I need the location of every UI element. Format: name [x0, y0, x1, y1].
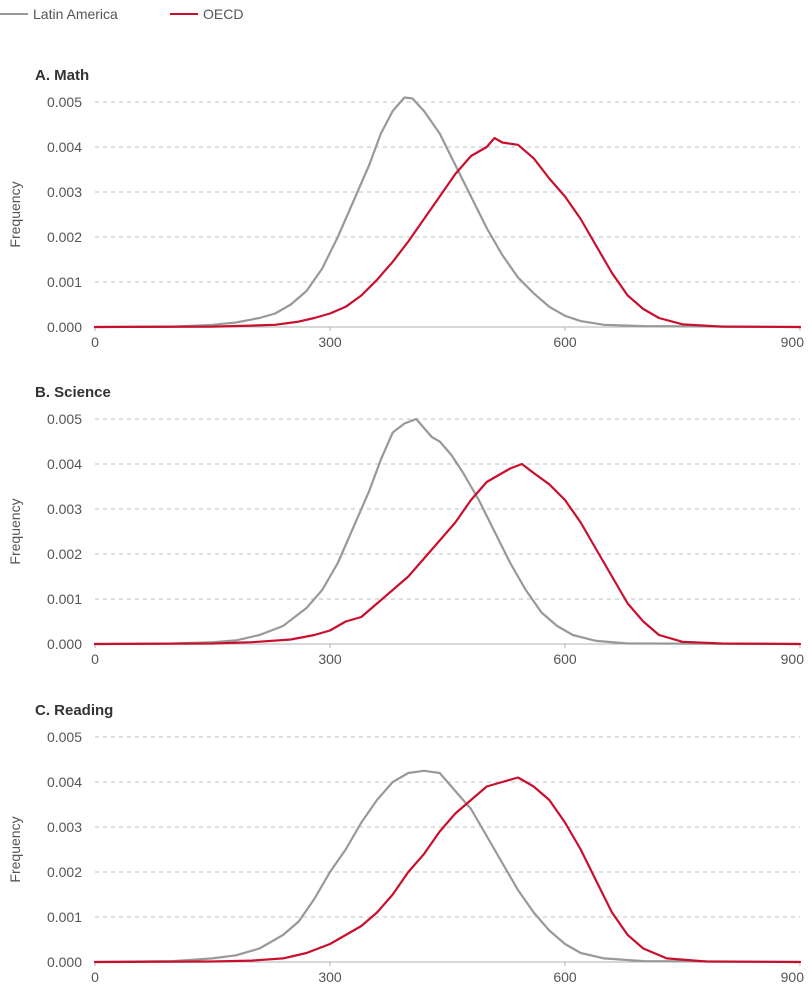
legend-label-oecd: OECD: [203, 6, 244, 22]
y-tick-label: 0.001: [47, 591, 82, 607]
y-tick-label: 0.003: [47, 501, 82, 517]
x-tick-label: 600: [553, 969, 577, 985]
chart-panel-a-math: A. Math 0.000 0.001 0.002 0.003 0.004 0.005 0 30…: [7, 67, 804, 350]
x-tick-label: 0: [91, 334, 99, 350]
x-tick-label: 900: [781, 969, 805, 985]
y-axis-label: Frequency: [7, 816, 23, 882]
y-tick-label: 0.001: [47, 909, 82, 925]
x-tick-label: 300: [318, 651, 342, 667]
y-tick-label: 0.002: [47, 546, 82, 562]
y-tick-label: 0.004: [47, 456, 82, 472]
x-tick-label: 300: [318, 334, 342, 350]
chart-title: C. Reading: [35, 702, 113, 719]
series-line-oecd: [93, 462, 802, 646]
y-tick-label: 0.003: [47, 184, 82, 200]
x-tick-label: 600: [553, 334, 577, 350]
series-line-oecd: [93, 776, 802, 964]
x-tick-label: 900: [781, 651, 805, 667]
x-tick-label: 900: [781, 334, 805, 350]
series-line-latin-america: [93, 96, 802, 329]
chart-title: B. Science: [35, 384, 111, 401]
y-tick-label: 0.005: [47, 729, 82, 745]
y-tick-label: 0.005: [47, 411, 82, 427]
x-tick-label: 0: [91, 651, 99, 667]
y-tick-label: 0.003: [47, 819, 82, 835]
y-tick-label: 0.004: [47, 139, 82, 155]
y-axis-label: Frequency: [7, 498, 23, 564]
chart-title: A. Math: [35, 67, 89, 84]
series-line-latin-america: [93, 417, 802, 646]
y-axis-label: Frequency: [7, 181, 23, 247]
legend-swatch-oecd: [170, 13, 198, 15]
y-tick-label: 0.002: [47, 864, 82, 880]
x-tick-label: 600: [553, 651, 577, 667]
y-tick-label: 0.000: [47, 319, 82, 335]
legend-label-latin-america: Latin America: [33, 6, 118, 22]
x-tick-label: 0: [91, 969, 99, 985]
series-line-oecd: [93, 136, 802, 329]
legend-item-latin-america: Latin America: [0, 6, 118, 22]
y-tick-label: 0.004: [47, 774, 82, 790]
y-tick-label: 0.000: [47, 954, 82, 970]
series-line-latin-america: [93, 769, 802, 964]
chart-panel-c-reading: C. Reading 0.000 0.001 0.002 0.003 0.004 0.005…: [7, 702, 804, 985]
legend-item-oecd: OECD: [170, 6, 243, 22]
legend-swatch-latin-america: [0, 13, 28, 15]
x-tick-label: 300: [318, 969, 342, 985]
y-tick-label: 0.005: [47, 94, 82, 110]
y-tick-label: 0.001: [47, 274, 82, 290]
y-tick-label: 0.002: [47, 229, 82, 245]
y-tick-label: 0.000: [47, 636, 82, 652]
chart-panel-b-science: B. Science 0.000 0.001 0.002 0.003 0.004 0.005…: [7, 384, 804, 667]
